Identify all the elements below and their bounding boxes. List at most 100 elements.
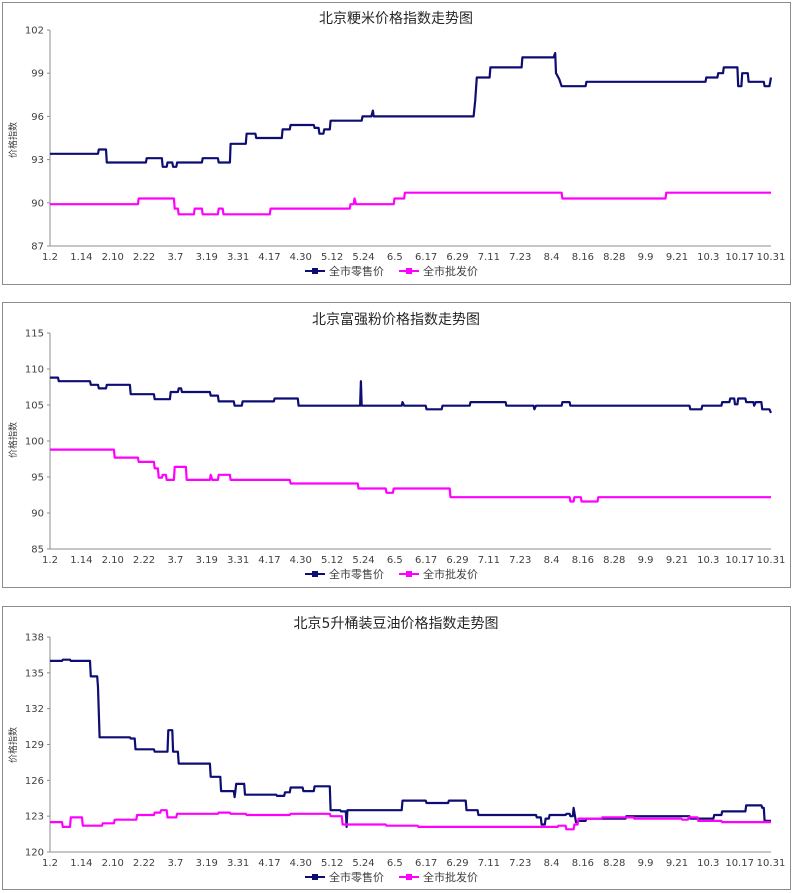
- legend: 全市零售价 全市批发价: [305, 264, 478, 278]
- x-tick-label: 3.7: [167, 252, 183, 263]
- retail-price-line: [50, 51, 773, 168]
- legend-wholesale-marker: [406, 571, 412, 577]
- legend-wholesale-label: 全市批发价: [423, 264, 478, 278]
- x-tick-label: 7.23: [509, 858, 531, 869]
- x-tick-label: 4.30: [290, 252, 312, 263]
- x-tick-label: 10.17: [725, 858, 754, 869]
- x-tick-label: 5.24: [352, 252, 374, 263]
- flour-price-index-chart: 北京富强粉价格指数走势图 价格指数 85 90 95 100 105 110 115 1.2 1…: [2, 302, 791, 588]
- x-tick-label: 9.9: [638, 858, 654, 869]
- x-tick-label: 6.29: [446, 858, 468, 869]
- legend-wholesale-label: 全市批发价: [423, 870, 478, 884]
- x-tick-label: 1.14: [70, 252, 92, 263]
- wholesale-price-line: [50, 191, 771, 216]
- x-tick-label: 9.9: [638, 252, 654, 263]
- soybean-oil-chart-svg: 北京5升桶装豆油价格指数走势图 价格指数 120 123 126 129 132 135 1…: [7, 616, 785, 884]
- x-tick-label: 4.17: [258, 858, 280, 869]
- x-tick-label: 6.17: [415, 252, 437, 263]
- legend-retail-marker: [312, 874, 318, 880]
- rice-chart-svg: 北京粳米价格指数走势图 价格指数 87 90 93 96 99 102 1.2 1.14 2.1…: [7, 11, 786, 278]
- chart-title: 北京粳米价格指数走势图: [319, 11, 473, 27]
- legend-wholesale-marker: [406, 874, 412, 880]
- x-tick-label: 2.22: [133, 858, 155, 869]
- x-tick-label: 5.12: [321, 252, 343, 263]
- x-tick-label: 8.28: [603, 555, 625, 566]
- retail-price-line: [50, 658, 771, 828]
- y-axis-label: 价格指数: [7, 727, 19, 763]
- y-tick-label: 96: [31, 112, 44, 123]
- x-tick-label: 9.21: [666, 858, 688, 869]
- y-tick-label: 102: [25, 26, 44, 37]
- y-tick-label: 93: [31, 155, 44, 166]
- x-tick-label: 8.16: [572, 252, 594, 263]
- x-tick-label: 10.17: [725, 252, 754, 263]
- x-tick-label: 2.10: [102, 252, 124, 263]
- x-tick-label: 5.12: [321, 555, 343, 566]
- x-tick-label: 10.31: [757, 252, 786, 263]
- x-tick-label: 10.3: [697, 252, 719, 263]
- retail-price-line: [50, 376, 773, 414]
- soybean-oil-price-index-chart: 北京5升桶装豆油价格指数走势图 价格指数 120 123 126 129 132 135 1…: [2, 606, 791, 890]
- x-tick-label: 4.17: [258, 555, 280, 566]
- legend-wholesale-label: 全市批发价: [423, 567, 478, 581]
- y-tick-label: 123: [25, 812, 44, 823]
- x-tick-label: 9.9: [638, 555, 654, 566]
- y-tick-label: 90: [31, 509, 44, 520]
- chart-title: 北京富强粉价格指数走势图: [312, 311, 480, 328]
- legend: 全市零售价 全市批发价: [305, 567, 478, 581]
- x-tick-label: 1.14: [70, 858, 92, 869]
- legend-retail-label: 全市零售价: [329, 567, 384, 581]
- legend-retail-marker: [312, 268, 318, 274]
- x-tick-label: 8.16: [572, 555, 594, 566]
- y-axis-label: 价格指数: [7, 422, 19, 458]
- x-tick-label: 6.5: [387, 858, 403, 869]
- x-tick-label: 2.22: [133, 252, 155, 263]
- x-tick-label: 7.23: [509, 252, 531, 263]
- legend-wholesale-marker: [406, 268, 412, 274]
- x-tick-label: 10.3: [697, 858, 719, 869]
- x-tick-label: 1.2: [42, 555, 58, 566]
- flour-chart-svg: 北京富强粉价格指数走势图 价格指数 85 90 95 100 105 110 115 1.2 1…: [7, 311, 786, 581]
- x-tick-label: 7.11: [478, 252, 500, 263]
- x-tick-label: 3.31: [227, 858, 249, 869]
- x-tick-label: 3.31: [227, 252, 249, 263]
- x-tick-label: 9.21: [666, 555, 688, 566]
- x-tick-label: 8.4: [544, 252, 560, 263]
- y-tick-label: 129: [25, 740, 44, 751]
- x-tick-label: 1.14: [70, 555, 92, 566]
- y-tick-label: 95: [31, 473, 44, 484]
- x-tick-label: 7.11: [478, 858, 500, 869]
- y-tick-label: 126: [25, 776, 44, 787]
- x-tick-label: 5.12: [321, 858, 343, 869]
- y-tick-label: 105: [25, 401, 44, 412]
- x-tick-label: 1.2: [42, 858, 58, 869]
- x-tick-label: 6.5: [387, 555, 403, 566]
- x-tick-label: 10.3: [697, 555, 719, 566]
- x-tick-label: 8.16: [572, 858, 594, 869]
- x-tick-label: 8.4: [544, 555, 560, 566]
- x-tick-label: 3.31: [227, 555, 249, 566]
- y-tick-label: 99: [31, 69, 44, 80]
- x-tick-label: 4.30: [290, 858, 312, 869]
- chart-title: 北京5升桶装豆油价格指数走势图: [294, 616, 499, 632]
- x-tick-label: 3.7: [167, 555, 183, 566]
- x-tick-label: 3.19: [196, 252, 218, 263]
- x-tick-label: 10.31: [757, 555, 786, 566]
- y-tick-label: 138: [25, 633, 44, 644]
- y-tick-label: 87: [31, 242, 44, 253]
- x-tick-label: 5.24: [352, 555, 374, 566]
- rice-price-index-chart: 北京粳米价格指数走势图 价格指数 87 90 93 96 99 102 1.2 1.14 2.1…: [2, 2, 791, 285]
- y-tick-label: 120: [25, 848, 44, 859]
- x-tick-label: 2.10: [102, 555, 124, 566]
- x-tick-label: 2.10: [102, 858, 124, 869]
- legend: 全市零售价 全市批发价: [305, 870, 478, 884]
- y-axis-label: 价格指数: [7, 122, 19, 158]
- x-tick-label: 8.28: [603, 858, 625, 869]
- x-tick-label: 3.19: [196, 555, 218, 566]
- wholesale-price-line: [50, 809, 771, 831]
- legend-retail-label: 全市零售价: [329, 870, 384, 884]
- legend-retail-label: 全市零售价: [329, 264, 384, 278]
- x-tick-label: 6.29: [446, 555, 468, 566]
- x-tick-label: 7.11: [478, 555, 500, 566]
- x-tick-label: 7.23: [509, 555, 531, 566]
